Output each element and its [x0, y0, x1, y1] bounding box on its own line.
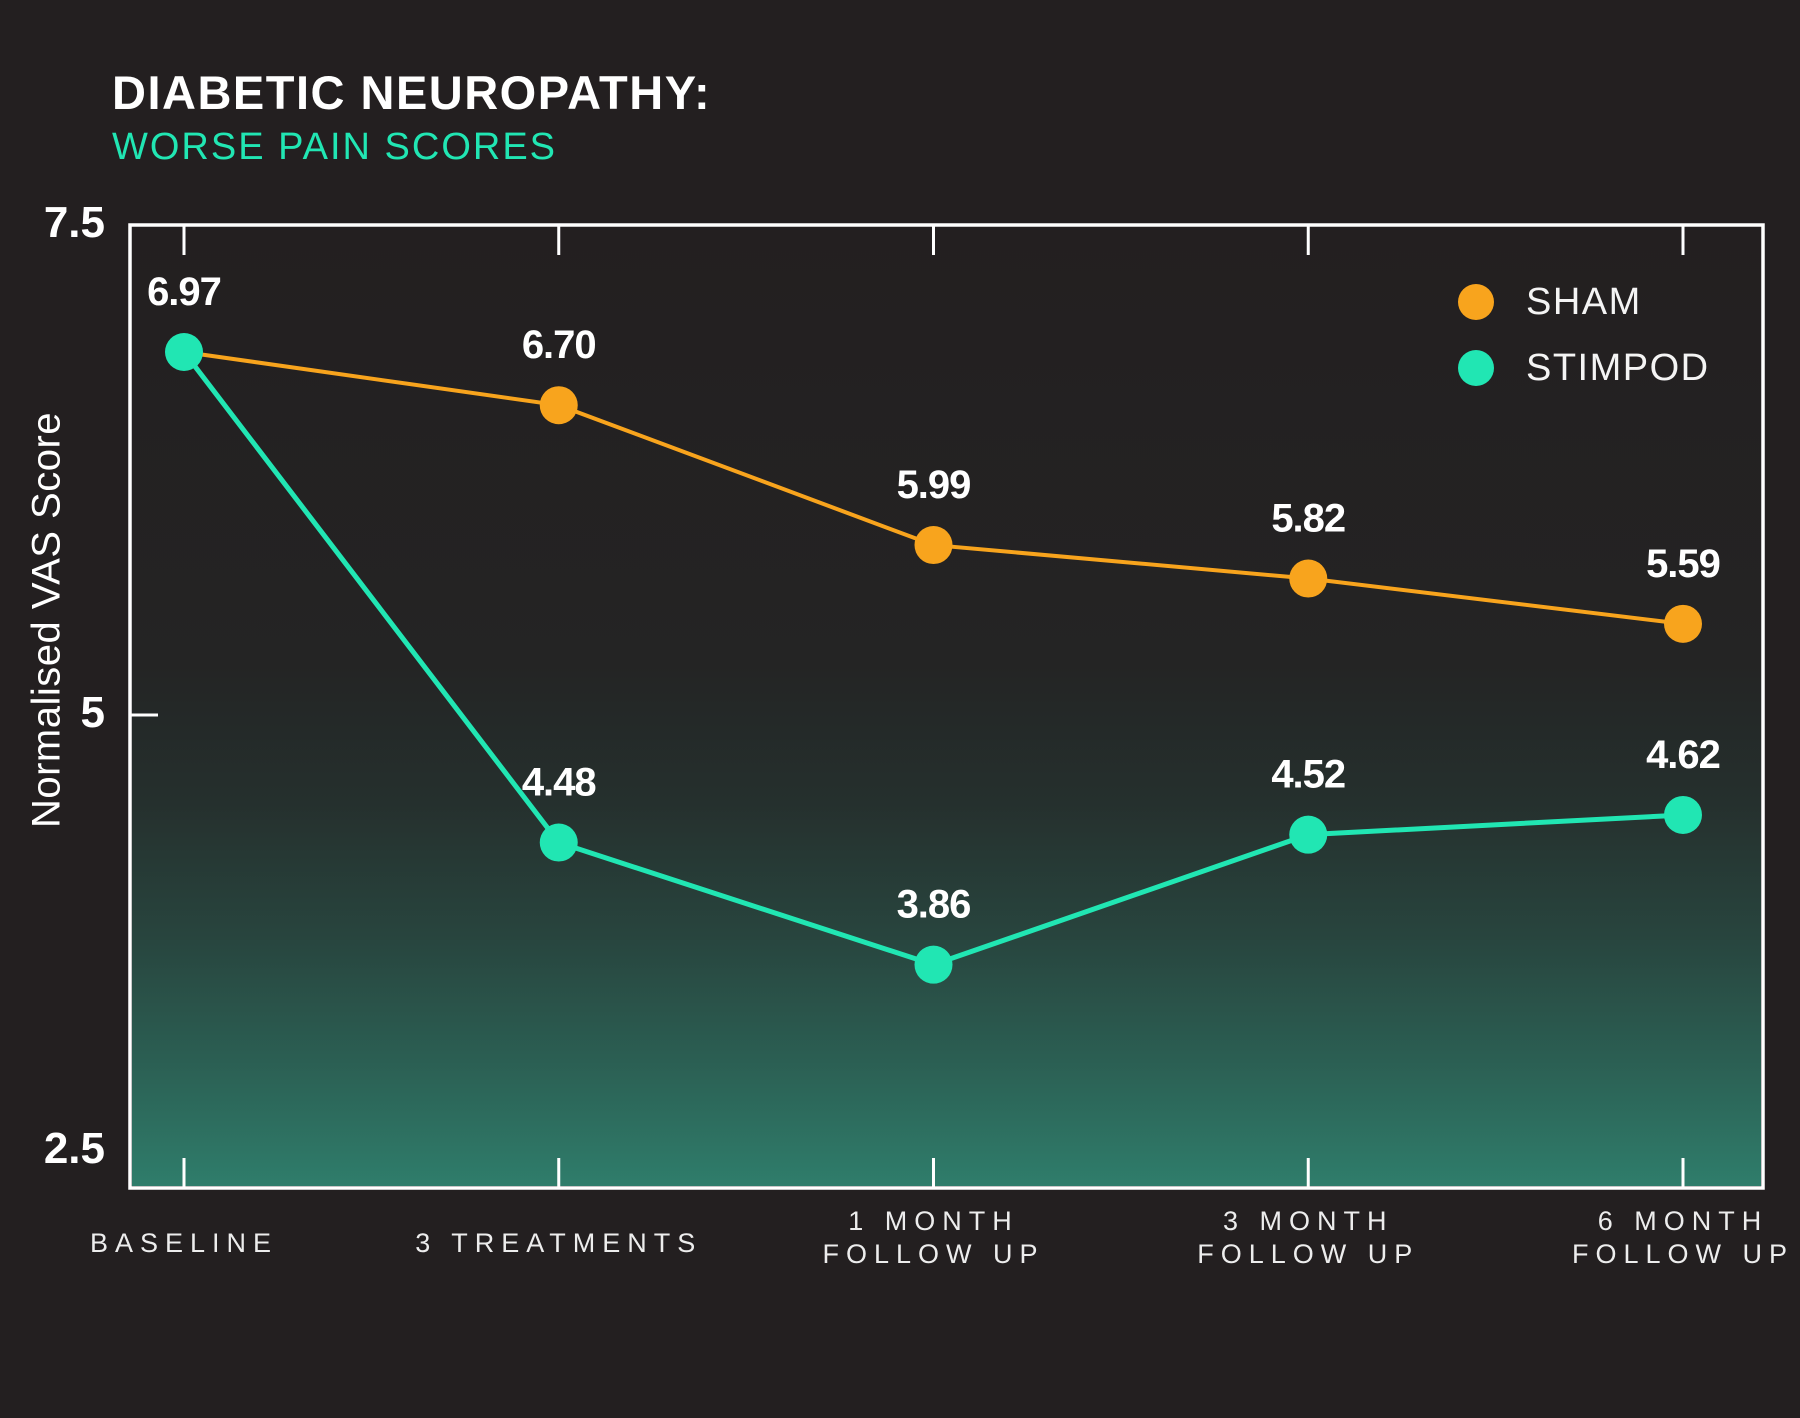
plot-frame: [128, 223, 1765, 1190]
x-category-label: 3 TREATMENTS: [415, 1228, 702, 1258]
sham-point: [1664, 604, 1702, 643]
legend-item-stimpod: STIMPOD: [1458, 346, 1710, 390]
y-tick-label: 5: [81, 688, 105, 737]
stimpod-point: [539, 823, 578, 862]
plot-gradient: [132, 227, 1761, 1186]
legend-item-sham: SHAM: [1458, 280, 1710, 324]
value-label: 4.62: [1646, 733, 1720, 777]
value-label: 4.48: [522, 761, 597, 805]
sham-swatch-icon: [1458, 284, 1494, 320]
x-category-label: 1 MONTH: [848, 1206, 1019, 1236]
y-tick-label: 7.5: [44, 198, 105, 247]
page-title: DIABETIC NEUROPATHY:: [112, 66, 712, 119]
sham-point: [914, 526, 953, 565]
x-category-label: 6 MONTH: [1598, 1206, 1769, 1236]
stimpod-point: [914, 945, 953, 984]
legend-label-stimpod: STIMPOD: [1526, 346, 1710, 389]
x-category-label: FOLLOW UP: [1197, 1239, 1419, 1269]
legend-label-sham: SHAM: [1526, 280, 1642, 323]
value-label: 5.99: [897, 463, 971, 507]
x-category-label: FOLLOW UP: [822, 1239, 1044, 1269]
sham-point: [539, 386, 578, 425]
stimpod-point: [1664, 795, 1702, 834]
chart-header: DIABETIC NEUROPATHY: WORSE PAIN SCORES: [112, 66, 711, 169]
chart-legend: SHAM STIMPOD: [1458, 280, 1710, 412]
value-label: 3.86: [897, 883, 971, 927]
value-label: 6.70: [522, 323, 596, 367]
value-label: 5.82: [1271, 497, 1345, 541]
y-tick-label: 2.5: [44, 1124, 105, 1173]
x-category-label: FOLLOW UP: [1572, 1239, 1794, 1269]
x-category-label: BASELINE: [90, 1228, 278, 1258]
page-subtitle: WORSE PAIN SCORES: [112, 126, 558, 169]
value-label: 6.97: [147, 270, 221, 314]
value-label: 5.59: [1646, 542, 1720, 586]
stimpod-point: [165, 333, 203, 371]
sham-point: [1289, 559, 1328, 598]
value-label: 4.52: [1271, 753, 1345, 797]
stimpod-swatch-icon: [1458, 350, 1494, 386]
stimpod-point: [1289, 815, 1328, 854]
x-category-label: 3 MONTH: [1223, 1206, 1394, 1236]
